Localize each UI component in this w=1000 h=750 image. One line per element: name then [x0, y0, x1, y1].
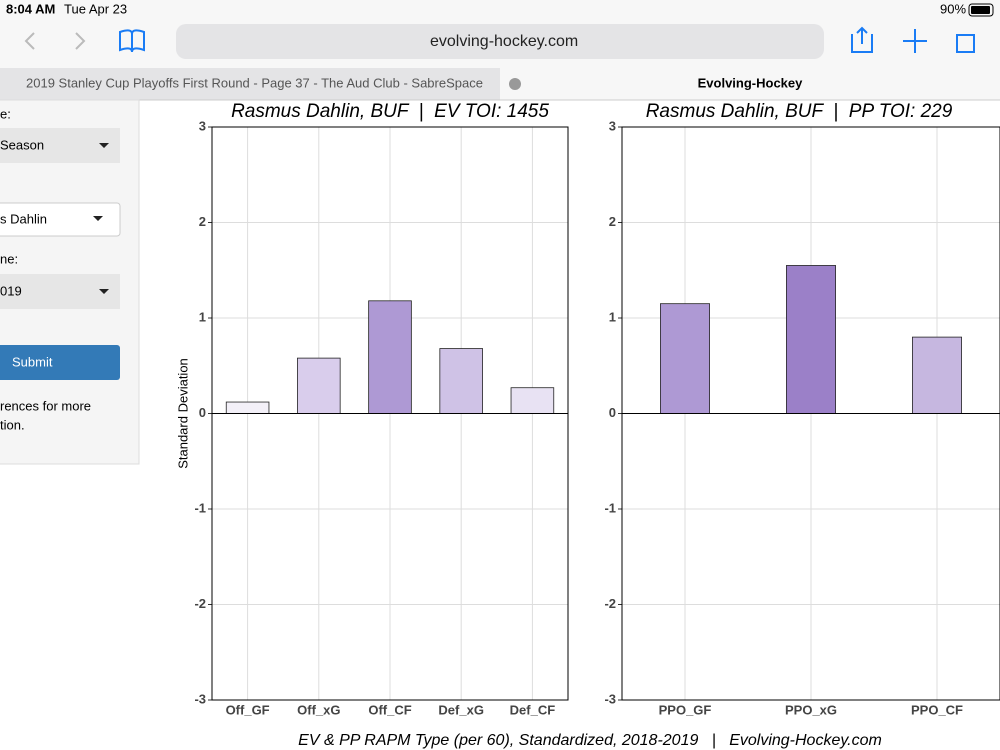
tab-label: Evolving-Hockey: [698, 75, 804, 90]
nav-arrows[interactable]: [24, 32, 86, 50]
y-axis-label: Standard Deviation: [175, 358, 190, 469]
bar: [439, 348, 483, 414]
button-label: Submit: [12, 354, 53, 369]
x-tick-label: Def_xG: [438, 702, 484, 717]
select[interactable]: [0, 274, 120, 309]
chart-title: Rasmus Dahlin, BUF | EV TOI: 1455: [231, 101, 549, 122]
battery: 90%: [940, 1, 966, 16]
select-carets: [93, 143, 109, 294]
bar: [510, 387, 555, 414]
x-tick-label: PPO_CF: [911, 702, 963, 717]
bar: [368, 300, 412, 414]
tab-close[interactable]: [509, 78, 521, 90]
x-tick-label: PPO_GF: [659, 702, 712, 717]
select[interactable]: [0, 128, 120, 163]
y-tick-label: -2: [604, 596, 616, 611]
date: Tue Apr 23: [64, 1, 127, 16]
y-tick-label: 0: [199, 405, 206, 420]
y-tick-label: 3: [609, 118, 616, 133]
bar: [297, 357, 341, 414]
bar: [660, 303, 710, 414]
chart-title: Rasmus Dahlin, BUF | PP TOI: 229: [646, 101, 953, 122]
note: rences for more: [0, 398, 91, 413]
y-tick-label: 2: [199, 214, 206, 229]
select-value: 019: [0, 283, 22, 298]
address-bar[interactable]: [176, 24, 824, 59]
note: tion.: [0, 417, 25, 432]
y-tick-label: 1: [199, 309, 206, 324]
bar: [225, 401, 270, 414]
toolbar-icons[interactable]: [851, 26, 927, 53]
bookmarks-icon[interactable]: [119, 29, 145, 53]
y-tick-label: -1: [604, 500, 616, 515]
y-tick-label: -3: [604, 691, 616, 706]
field-label: ne:: [0, 251, 18, 266]
battery-icon: [968, 3, 994, 17]
caption: EV & PP RAPM Type (per 60), Standardized…: [298, 732, 882, 749]
y-tick-label: -3: [194, 691, 206, 706]
x-tick-label: Off_CF: [368, 702, 411, 717]
tab-label: 2019 Stanley Cup Playoffs First Round - …: [26, 75, 483, 90]
plot-frame: [621, 126, 1000, 701]
x-tick-label: Off_xG: [297, 702, 340, 717]
y-tick-label: -2: [194, 596, 206, 611]
y-tick-label: 1: [609, 309, 616, 324]
select[interactable]: [0, 202, 121, 237]
y-tick-label: -1: [194, 500, 206, 515]
time: 8:04 AM: [6, 1, 55, 16]
y-tick-label: 3: [199, 118, 206, 133]
tab-inactive[interactable]: [0, 68, 500, 100]
y-tick-label: 0: [609, 405, 616, 420]
bar: [912, 336, 962, 414]
x-tick-label: Off_GF: [226, 702, 270, 717]
plot-frame: [211, 126, 569, 701]
x-tick-label: Def_CF: [510, 702, 556, 717]
tabs-icon[interactable]: [956, 34, 975, 53]
battery-level: [971, 6, 990, 14]
url: evolving-hockey.com: [430, 33, 578, 50]
select-value: s Dahlin: [0, 211, 47, 226]
field-label: e:: [0, 106, 11, 121]
submit-button[interactable]: [0, 345, 120, 380]
select-value: Season: [0, 137, 44, 152]
y-tick-label: 2: [609, 214, 616, 229]
x-tick-label: PPO_xG: [785, 702, 837, 717]
bar: [786, 265, 836, 414]
